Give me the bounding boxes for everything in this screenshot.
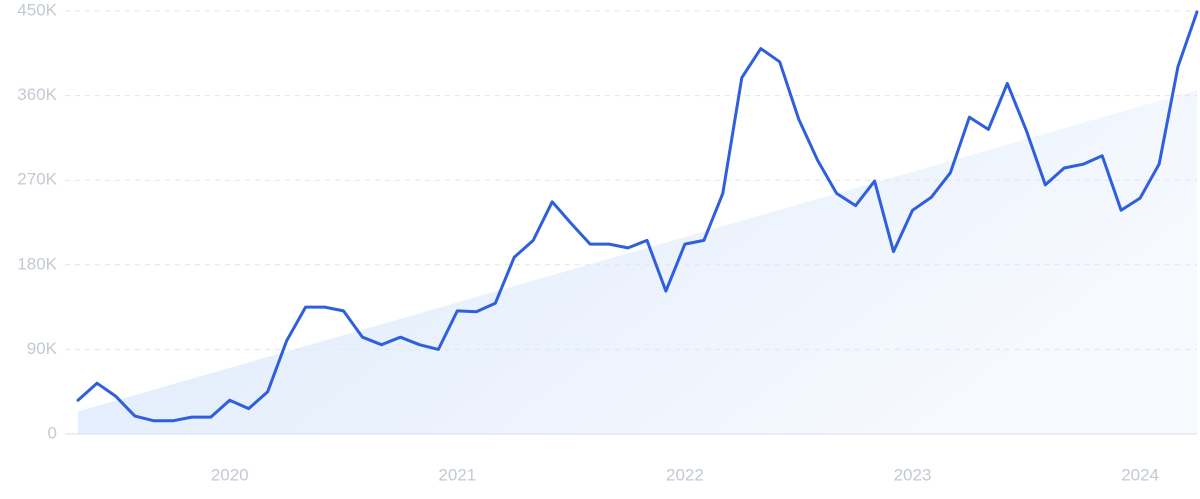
y-tick-label: 450K — [17, 0, 57, 19]
y-tick-label: 180K — [17, 254, 57, 273]
data-line — [76, 10, 1199, 423]
y-tick-label: 360K — [17, 85, 57, 104]
x-tick-label: 2024 — [1121, 465, 1159, 484]
x-tick-label: 2021 — [438, 465, 476, 484]
y-tick-label: 0 — [48, 423, 57, 442]
y-tick-label: 270K — [17, 170, 57, 189]
y-tick-label: 90K — [27, 339, 58, 358]
x-tick-label: 2023 — [894, 465, 932, 484]
x-tick-label: 2022 — [666, 465, 704, 484]
x-tick-label: 2020 — [211, 465, 249, 484]
trend-area — [78, 89, 1197, 435]
